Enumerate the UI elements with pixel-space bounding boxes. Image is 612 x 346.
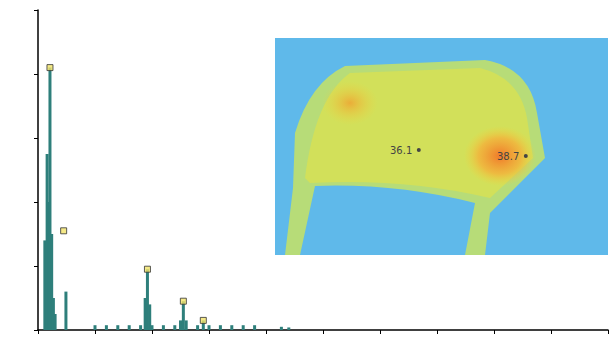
- svg-text:36.1: 36.1: [390, 145, 412, 156]
- svg-text:38.7: 38.7: [497, 151, 519, 162]
